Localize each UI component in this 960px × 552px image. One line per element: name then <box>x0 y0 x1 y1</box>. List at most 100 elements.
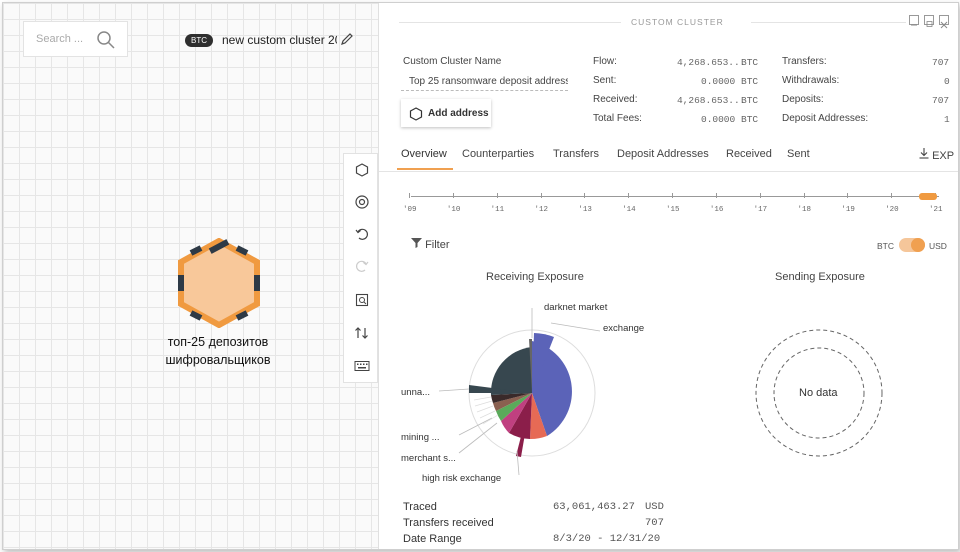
search-box[interactable]: Search ... <box>23 21 128 57</box>
timeline-tick-label: '13 <box>578 206 592 214</box>
redo-icon <box>355 260 368 272</box>
close-icon <box>940 21 948 29</box>
date-range-label: Date Range <box>403 533 462 545</box>
pie-slice-exchange-outer[interactable] <box>532 333 554 393</box>
pie-slice-magenta[interactable] <box>501 393 532 433</box>
timeline-tick-label: '18 <box>797 206 812 214</box>
pie-label-merchant: merchant s... <box>401 453 456 464</box>
node-label: топ-25 депозитов шифровальщиков <box>153 333 283 369</box>
tab-sent[interactable]: Sent <box>787 148 810 160</box>
header-divider-right <box>751 22 906 23</box>
target-icon <box>354 195 369 209</box>
keyboard-icon <box>354 361 369 371</box>
search-input[interactable]: Search ... <box>36 33 84 45</box>
withdrawals-label: Withdrawals: <box>782 75 840 86</box>
withdrawals-value: 0 <box>944 76 950 87</box>
search-icon[interactable] <box>96 30 116 50</box>
sending-exposure-empty-chart <box>755 329 883 457</box>
minimize-icon <box>911 24 917 26</box>
date-range-value: 8/3/20 - 12/31/20 <box>553 533 661 545</box>
receiving-exposure-pie[interactable] <box>379 293 679 493</box>
tab-counterparties[interactable]: Counterparties <box>462 148 535 160</box>
timeline-tick-label: '09 <box>403 206 417 214</box>
timeline-range-handle[interactable] <box>919 193 937 200</box>
sort-button[interactable] <box>344 319 379 347</box>
timeline-tick-label: '16 <box>709 206 724 214</box>
graph-canvas[interactable]: Search ... BTC new custom cluster 202 то… <box>3 3 378 549</box>
target-button[interactable] <box>344 188 379 216</box>
keyboard-button[interactable] <box>344 352 379 380</box>
transfers-value: 707 <box>932 57 950 68</box>
redo-button[interactable] <box>344 252 379 280</box>
cluster-title[interactable]: new custom cluster 202 <box>222 33 337 47</box>
timeline-tick-mark <box>628 193 630 198</box>
timeline-axis[interactable] <box>411 196 939 197</box>
pie-slice-unnamed[interactable] <box>490 347 532 395</box>
timeline-tick-mark <box>452 193 454 198</box>
flow-unit: BTC <box>741 57 759 68</box>
pie-slice-high-risk[interactable] <box>509 393 532 439</box>
pie-label-exchange: exchange <box>603 323 645 334</box>
panel-title: CUSTOM CLUSTER <box>631 17 724 27</box>
tab-received[interactable]: Received <box>726 148 772 160</box>
timeline-tick-mark <box>759 193 761 198</box>
toggle-knob <box>911 238 925 252</box>
timeline-tick-label: '17 <box>753 206 768 214</box>
export-button[interactable]: EXP <box>919 148 954 162</box>
timeline-tick-mark <box>891 193 893 198</box>
search-graph-button[interactable] <box>344 286 379 314</box>
no-data-text: No data <box>799 387 838 399</box>
timeline-tick-mark <box>584 193 586 198</box>
cluster-name-label: Custom Cluster Name <box>403 56 502 67</box>
pie-slice-unnamed-spike[interactable] <box>469 385 532 393</box>
timeline-tick-mark <box>672 193 673 198</box>
timeline-tick-label: '14 <box>622 206 636 214</box>
cluster-node-hexagon[interactable] <box>177 238 261 328</box>
flow-value: 4,268.653... <box>677 57 746 68</box>
pie-slice-high-risk-spike[interactable] <box>516 393 532 457</box>
add-address-button[interactable]: Add address <box>401 99 491 127</box>
filter-button[interactable]: Filter <box>411 238 450 251</box>
pie-slice-darknet[interactable] <box>529 339 532 393</box>
timeline-tick-mark <box>496 193 498 198</box>
received-value: 4,268.653... <box>677 95 746 106</box>
pie-label-high-risk: high risk exchange <box>422 473 502 484</box>
transfers-received-label: Transfers received <box>403 517 494 529</box>
close-button[interactable] <box>939 15 949 29</box>
fees-label: Total Fees: <box>593 113 642 124</box>
node-label-line1: топ-25 депозитов <box>167 335 269 349</box>
currency-toggle[interactable] <box>899 238 925 252</box>
sent-label: Sent: <box>593 75 617 86</box>
zoom-box-icon <box>355 293 368 307</box>
receiving-exposure-title: Receiving Exposure <box>486 271 584 283</box>
timeline-tick-label: '15 <box>666 206 680 214</box>
undo-icon <box>355 228 368 240</box>
timeline-tick-mark <box>540 193 542 198</box>
tab-overview[interactable]: Overview <box>401 148 447 160</box>
pie-slice-orange[interactable] <box>530 393 547 440</box>
timeline-tick-mark <box>847 193 849 198</box>
pie-slice-dark[interactable] <box>491 393 532 403</box>
pie-slice-brown[interactable] <box>493 393 532 411</box>
download-icon <box>919 148 929 159</box>
tab-transfers[interactable]: Transfers <box>553 148 600 160</box>
popout-button[interactable] <box>924 15 934 27</box>
deposits-label: Deposits: <box>782 94 824 105</box>
undo-button[interactable] <box>344 220 379 248</box>
custom-cluster-panel: CUSTOM CLUSTER Custom Cluster Name Top 2… <box>378 3 958 549</box>
add-cluster-button[interactable] <box>344 156 379 184</box>
fees-value: 0.0000 <box>701 114 736 125</box>
cluster-name-input[interactable]: Top 25 ransomware deposit addresses <box>401 73 568 91</box>
tab-deposit-addresses[interactable]: Deposit Addresses <box>617 148 709 160</box>
empty-ring-inner <box>773 347 865 439</box>
fees-unit: BTC <box>741 114 759 125</box>
panel-header: CUSTOM CLUSTER <box>399 15 924 29</box>
filter-label: Filter <box>425 239 450 251</box>
timeline-tick-mark <box>715 193 717 198</box>
minimize-button[interactable] <box>909 15 919 26</box>
pencil-icon[interactable] <box>340 32 354 46</box>
popout-icon <box>926 21 933 27</box>
currency-badge: BTC <box>185 34 213 47</box>
pie-slice-green[interactable] <box>496 393 532 421</box>
